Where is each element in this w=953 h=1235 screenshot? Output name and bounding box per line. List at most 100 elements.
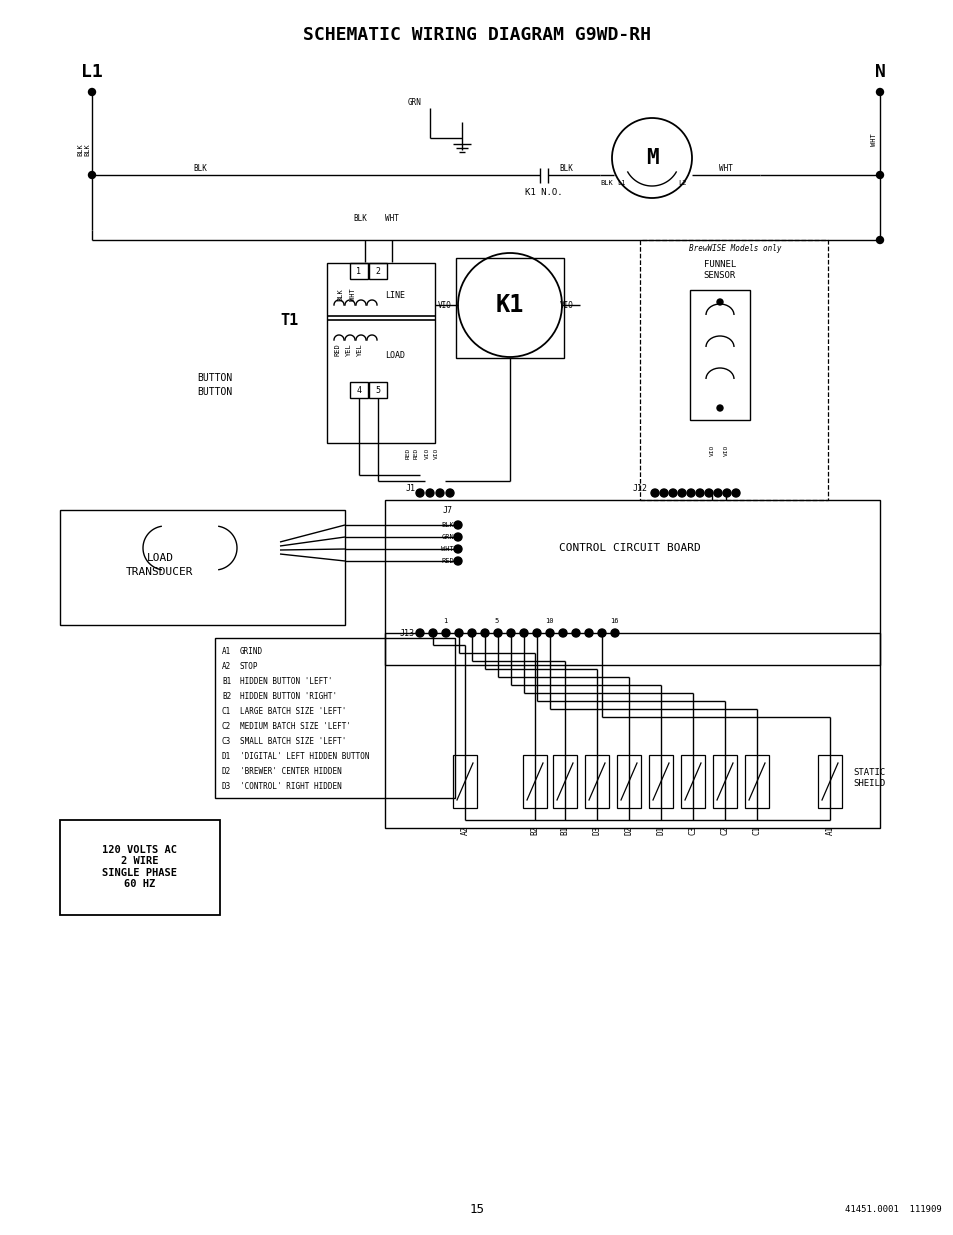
Text: C3: C3: [222, 736, 231, 746]
Text: D2: D2: [624, 825, 633, 835]
Text: WHT: WHT: [385, 214, 398, 222]
Text: BLK: BLK: [193, 163, 207, 173]
Text: BLK: BLK: [77, 143, 83, 157]
Circle shape: [713, 489, 721, 496]
Text: FUNNEL
SENSOR: FUNNEL SENSOR: [703, 261, 736, 279]
Text: 5: 5: [375, 385, 380, 394]
Circle shape: [441, 629, 450, 637]
Circle shape: [659, 489, 667, 496]
Text: 16: 16: [609, 618, 618, 624]
Text: RED: RED: [405, 447, 410, 458]
Bar: [648, 755, 672, 808]
Circle shape: [519, 629, 527, 637]
Text: TRANSDUCER: TRANSDUCER: [126, 567, 193, 577]
Circle shape: [533, 629, 540, 637]
Text: N: N: [874, 63, 884, 82]
Text: J1: J1: [406, 483, 416, 493]
Text: MEDIUM BATCH SIZE 'LEFT': MEDIUM BATCH SIZE 'LEFT': [240, 721, 351, 730]
Text: 2: 2: [375, 267, 380, 275]
Text: WHT: WHT: [719, 163, 732, 173]
Text: 4: 4: [356, 385, 361, 394]
Circle shape: [416, 489, 423, 496]
Circle shape: [876, 236, 882, 243]
Text: WHT: WHT: [870, 133, 876, 147]
Text: 'DIGITAL' LEFT HIDDEN BUTTON: 'DIGITAL' LEFT HIDDEN BUTTON: [240, 752, 369, 761]
Circle shape: [876, 89, 882, 95]
Bar: [350, 382, 368, 398]
Bar: [712, 755, 737, 808]
Text: 1: 1: [356, 267, 361, 275]
Circle shape: [436, 489, 443, 496]
Bar: [453, 755, 476, 808]
Text: B1: B1: [560, 825, 569, 835]
Circle shape: [468, 629, 476, 637]
Text: BLK: BLK: [336, 289, 343, 301]
Circle shape: [584, 629, 593, 637]
Bar: [214, 638, 455, 798]
Text: BUTTON: BUTTON: [197, 387, 233, 396]
Circle shape: [650, 489, 659, 496]
Text: BUTTON: BUTTON: [197, 373, 233, 383]
Bar: [60, 820, 220, 915]
Text: YEL: YEL: [346, 343, 352, 357]
Text: J13: J13: [399, 629, 415, 637]
Text: D3: D3: [592, 825, 601, 835]
Text: C1: C1: [222, 706, 231, 715]
Text: VIO: VIO: [559, 300, 574, 310]
Text: 10: 10: [544, 618, 553, 624]
Text: B2: B2: [530, 825, 539, 835]
Text: C2: C2: [222, 721, 231, 730]
Circle shape: [454, 534, 461, 541]
Bar: [369, 263, 387, 279]
Circle shape: [704, 489, 712, 496]
Text: 'BREWER' CENTER HIDDEN: 'BREWER' CENTER HIDDEN: [240, 767, 341, 776]
Text: GRN: GRN: [408, 98, 421, 106]
Text: BLK: BLK: [599, 180, 612, 186]
Text: L2: L2: [678, 180, 686, 186]
Circle shape: [610, 629, 618, 637]
Text: A2: A2: [222, 662, 231, 671]
Bar: [327, 263, 435, 443]
Circle shape: [416, 629, 423, 637]
Text: GRIND: GRIND: [240, 646, 263, 656]
Text: L1: L1: [618, 180, 625, 186]
Text: 15: 15: [469, 1203, 484, 1216]
Text: RED: RED: [413, 447, 418, 458]
Text: LOAD: LOAD: [385, 351, 405, 359]
Bar: [680, 755, 704, 808]
Circle shape: [696, 489, 703, 496]
Circle shape: [731, 489, 740, 496]
Bar: [817, 755, 841, 808]
Text: J12: J12: [633, 483, 647, 493]
Text: C1: C1: [752, 825, 760, 835]
Text: A1: A1: [824, 825, 834, 835]
Text: CONTROL CIRCUIT BOARD: CONTROL CIRCUIT BOARD: [558, 543, 700, 553]
Bar: [385, 634, 879, 827]
Text: RED: RED: [441, 558, 454, 564]
Bar: [553, 755, 577, 808]
Bar: [584, 755, 608, 808]
Circle shape: [446, 489, 454, 496]
Bar: [639, 240, 827, 500]
Text: L1: L1: [81, 63, 103, 82]
Circle shape: [678, 489, 685, 496]
Text: GRN: GRN: [441, 534, 454, 540]
Bar: [60, 510, 345, 625]
Text: T1: T1: [280, 312, 299, 327]
Circle shape: [558, 629, 566, 637]
Circle shape: [494, 629, 501, 637]
Circle shape: [506, 629, 515, 637]
Text: BrewWISE Models only: BrewWISE Models only: [688, 243, 781, 252]
Circle shape: [454, 557, 461, 564]
Text: HIDDEN BUTTON 'RIGHT': HIDDEN BUTTON 'RIGHT': [240, 692, 336, 700]
Text: BLK: BLK: [441, 522, 454, 529]
Bar: [385, 500, 879, 664]
Text: WHT: WHT: [441, 546, 454, 552]
Text: 1: 1: [442, 618, 447, 624]
Circle shape: [545, 629, 554, 637]
Circle shape: [668, 489, 677, 496]
Text: SCHEMATIC WIRING DIAGRAM G9WD-RH: SCHEMATIC WIRING DIAGRAM G9WD-RH: [303, 26, 650, 44]
Circle shape: [480, 629, 489, 637]
Text: C3: C3: [688, 825, 697, 835]
Text: YEL: YEL: [356, 343, 363, 357]
